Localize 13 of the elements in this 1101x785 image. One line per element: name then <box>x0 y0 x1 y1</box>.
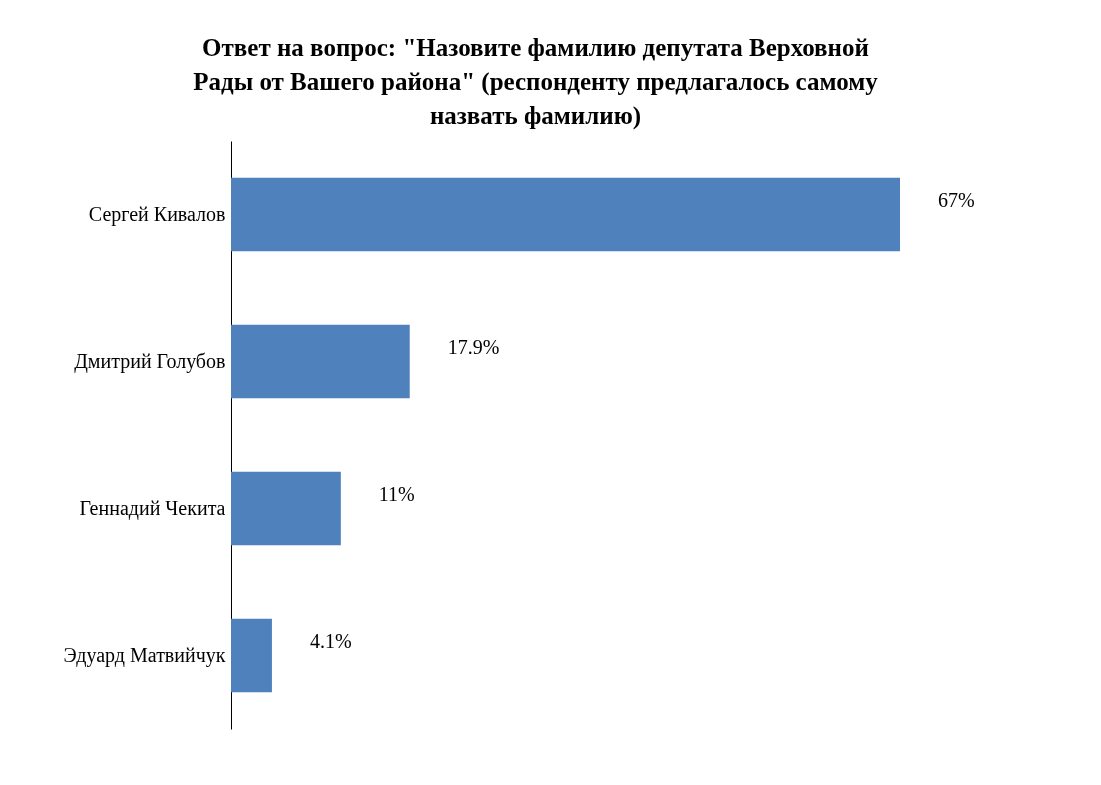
bar <box>231 471 341 546</box>
y-tick-label: Дмитрий Голубов <box>74 349 226 373</box>
data-label: 67% <box>938 188 975 211</box>
y-tick-label: Эдуард Матвийчук <box>63 643 226 667</box>
chart-title: Ответ на вопрос: "Назовите фамилию депутата Верховной Рады от Вашего района" (респонденту предлагалось самому назвать фамилию) <box>193 34 879 130</box>
data-label: 4.1% <box>309 629 352 652</box>
bar <box>231 324 410 399</box>
bar <box>231 177 900 252</box>
y-tick-label: Геннадий Чекита <box>79 496 226 520</box>
y-tick-label: Сергей Кивалов <box>88 202 226 226</box>
data-label: 11% <box>378 482 415 505</box>
bar <box>231 618 272 693</box>
data-label: 17.9% <box>447 335 500 358</box>
